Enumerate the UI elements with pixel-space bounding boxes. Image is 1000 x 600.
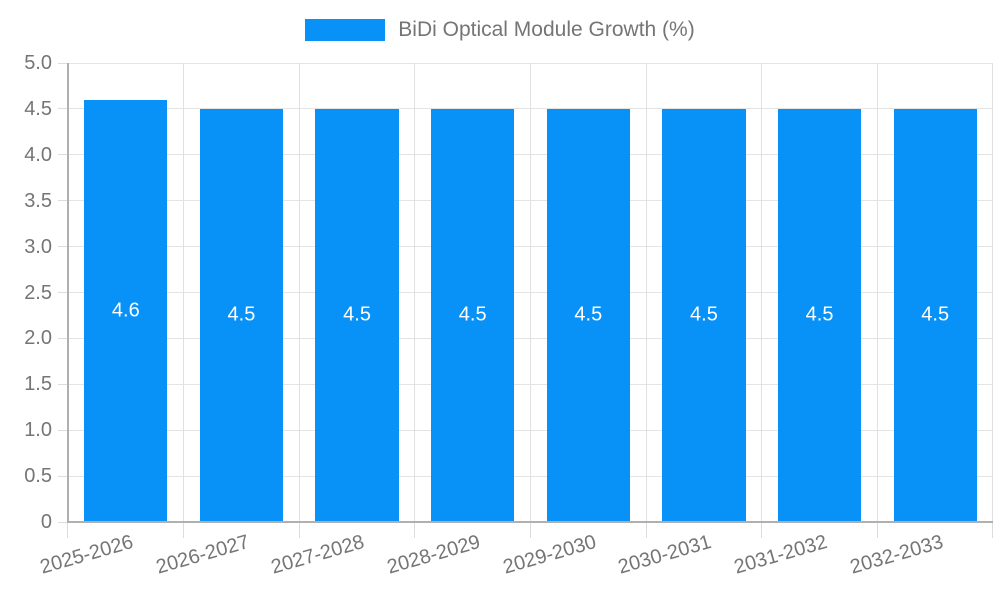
x-axis-tick — [991, 522, 993, 538]
x-axis-tick — [183, 522, 185, 538]
x-axis-category-label: 2031-2032 — [731, 531, 830, 579]
x-axis-line — [67, 521, 993, 523]
y-axis-tick-label: 0.5 — [24, 465, 52, 488]
bar-value-label: 4.5 — [690, 303, 718, 326]
bar: 4.5 — [431, 108, 515, 522]
gridline-vertical — [298, 63, 300, 522]
x-axis-category-label: 2026-2027 — [153, 531, 252, 579]
gridline-vertical — [991, 63, 993, 522]
y-axis-tick — [58, 292, 68, 293]
y-axis-tick — [58, 383, 68, 385]
y-axis-tick — [58, 246, 68, 248]
x-axis-category-label: 2028-2029 — [384, 531, 483, 579]
y-axis-tick — [58, 475, 68, 477]
x-axis-category-label: 2025-2026 — [37, 531, 136, 579]
y-axis-tick — [58, 521, 68, 523]
y-axis-tick-label: 2.5 — [24, 281, 52, 304]
bar: 4.6 — [84, 99, 168, 522]
y-axis-line — [67, 63, 69, 522]
legend-swatch — [305, 19, 386, 41]
y-axis-tick-label: 5.0 — [24, 52, 52, 74]
bar: 4.5 — [199, 108, 284, 522]
x-axis-tick — [645, 522, 647, 538]
plot-area: 4.6 4.5 4.5 4.5 4.5 4.5 4.5 4.5 — [58, 62, 993, 538]
x-axis-category-label: 2032-2033 — [847, 531, 946, 579]
y-axis-tick — [58, 337, 68, 339]
bar: 4.5 — [893, 108, 977, 522]
y-axis-tick-label: 3.0 — [24, 235, 52, 258]
y-axis-tick-label: 0 — [40, 511, 52, 533]
bar-value-label: 4.6 — [111, 299, 140, 322]
y-axis-tick — [58, 62, 68, 64]
gridline-vertical — [761, 63, 763, 522]
bar: 4.5 — [777, 108, 862, 522]
bar-value-label: 4.5 — [921, 303, 950, 326]
legend-label: BiDi Optical Module Growth (%) — [398, 18, 695, 41]
x-axis-tick — [761, 522, 763, 538]
gridline-vertical — [876, 63, 878, 522]
bar-value-label: 4.5 — [227, 303, 256, 326]
y-axis-tick — [58, 108, 68, 110]
bar-value-label: 4.5 — [458, 303, 487, 326]
bar-value-label: 4.5 — [343, 303, 371, 326]
x-axis-category-label: 2030-2031 — [615, 531, 715, 579]
gridline-vertical — [530, 63, 531, 522]
y-axis-tick-label: 1.5 — [24, 373, 52, 396]
bar: 4.5 — [315, 108, 399, 522]
y-axis-tick — [58, 429, 68, 431]
y-axis-tick-label: 4.0 — [24, 143, 52, 166]
bar-value-label: 4.5 — [805, 303, 834, 326]
x-axis-tick — [67, 522, 68, 538]
bar: 4.5 — [662, 108, 746, 522]
y-axis-tick — [58, 200, 68, 202]
y-axis-tick — [58, 154, 68, 156]
x-axis-tick — [414, 522, 416, 538]
bar-value-label: 4.5 — [574, 303, 603, 326]
gridline-vertical — [645, 63, 647, 522]
bar: 4.5 — [546, 108, 630, 522]
x-axis-tick — [876, 522, 878, 538]
y-axis-tick-label: 1.0 — [24, 419, 52, 442]
gridline-vertical — [183, 63, 185, 522]
x-axis-tick — [298, 522, 300, 538]
y-axis-tick-label: 3.5 — [24, 189, 52, 212]
x-axis-category-label: 2029-2030 — [500, 531, 599, 579]
x-axis-category-label: 2027-2028 — [269, 531, 368, 579]
legend: BiDi Optical Module Growth (%) — [0, 17, 1000, 43]
y-axis-tick-label: 2.0 — [24, 327, 52, 350]
x-axis-tick — [530, 522, 531, 538]
y-axis-tick-label: 4.5 — [24, 97, 52, 120]
gridline-vertical — [414, 63, 416, 522]
